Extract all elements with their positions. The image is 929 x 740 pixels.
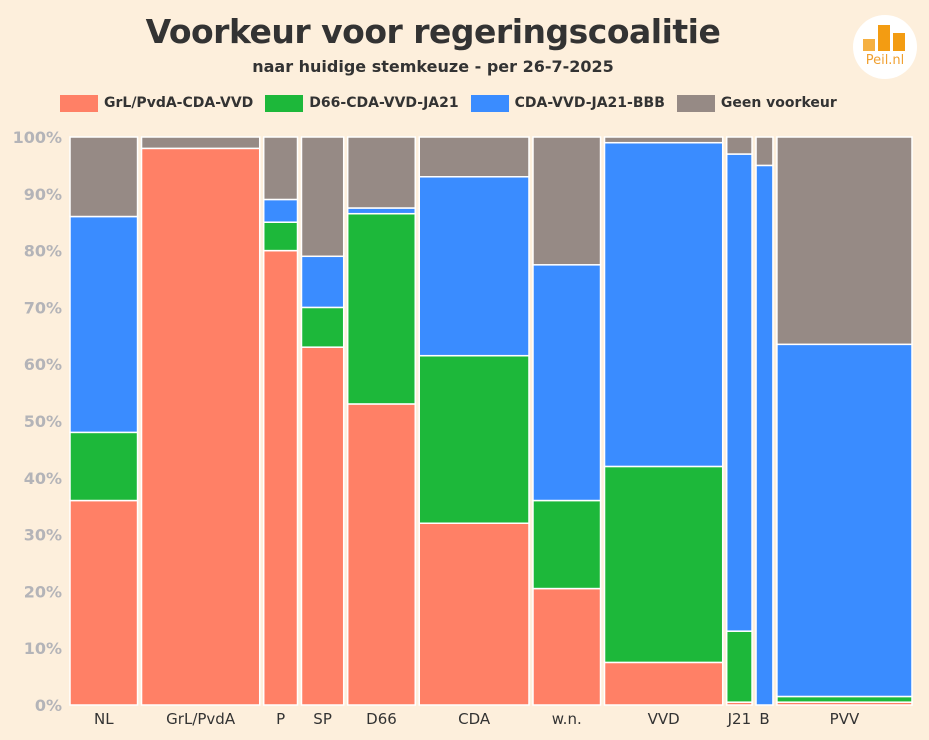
x-tick-label: J21 — [727, 710, 752, 728]
x-tick-label: B — [759, 710, 769, 728]
bar-column — [755, 136, 774, 706]
bar-segment[interactable] — [755, 164, 774, 706]
bar-segment[interactable] — [300, 306, 345, 348]
bar-column — [725, 136, 753, 706]
bar-segment[interactable] — [532, 499, 602, 590]
bar-segment[interactable] — [262, 221, 299, 252]
bar-column — [603, 136, 724, 706]
bar-column — [140, 136, 261, 706]
bar-segment[interactable] — [603, 136, 724, 144]
legend-label: D66-CDA-VVD-JA21 — [309, 95, 459, 111]
chart-title: Voorkeur voor regeringscoalitie — [145, 12, 721, 51]
bar-segment[interactable] — [532, 264, 602, 502]
legend-label: GrL/PvdA-CDA-VVD — [104, 95, 254, 111]
bar-segment[interactable] — [262, 249, 299, 706]
bar-segment[interactable] — [418, 354, 530, 524]
x-tick-label: P — [276, 710, 285, 728]
legend: GrL/PvdA-CDA-VVD D66-CDA-VVD-JA21 CDA-VV… — [60, 93, 837, 113]
bar-segment[interactable] — [776, 695, 913, 703]
bar-segment[interactable] — [140, 136, 261, 150]
bar-segment[interactable] — [603, 661, 724, 706]
legend-item[interactable]: GrL/PvdA-CDA-VVD — [60, 94, 254, 112]
bar-segment[interactable] — [603, 465, 724, 664]
bar-segment[interactable] — [69, 215, 139, 434]
bar-segment[interactable] — [776, 343, 913, 698]
y-tick-label: 50% — [24, 412, 62, 431]
bar-segment[interactable] — [755, 136, 774, 167]
bar-segment[interactable] — [300, 136, 345, 258]
bar-segment[interactable] — [69, 499, 139, 706]
y-tick-label: 40% — [24, 469, 62, 488]
y-tick-label: 70% — [24, 298, 62, 317]
y-tick-label: 90% — [24, 185, 62, 204]
bar-column — [300, 136, 345, 706]
legend-swatch — [60, 94, 98, 112]
bar-column — [346, 136, 416, 706]
x-tick-label: D66 — [366, 710, 397, 728]
bar-segment[interactable] — [346, 207, 416, 215]
y-tick-label: 60% — [24, 355, 62, 374]
bar-column — [532, 136, 602, 706]
bar-segment[interactable] — [418, 176, 530, 357]
bar-column — [418, 136, 530, 706]
x-tick-label: NL — [94, 710, 114, 728]
bar-segment[interactable] — [346, 136, 416, 209]
x-tick-label: GrL/PvdA — [166, 710, 236, 728]
chart-subtitle: naar huidige stemkeuze - per 26-7-2025 — [252, 57, 614, 76]
y-tick-label: 100% — [13, 128, 62, 147]
bar-column — [776, 136, 913, 706]
legend-item[interactable]: CDA-VVD-JA21-BBB — [470, 94, 665, 112]
bar-segment[interactable] — [776, 136, 913, 346]
bar-segment[interactable] — [603, 141, 724, 468]
bar-segment[interactable] — [725, 630, 753, 703]
x-tick-label: PVV — [830, 710, 860, 728]
bar-segment[interactable] — [262, 136, 299, 201]
logo-text: Peil.nl — [865, 53, 905, 68]
bar-segment[interactable] — [532, 136, 602, 266]
bar-column — [69, 136, 139, 706]
bar-segment[interactable] — [300, 255, 345, 309]
x-tick-label: w.n. — [552, 710, 582, 728]
y-tick-label: 20% — [24, 582, 62, 601]
y-tick-label: 80% — [24, 242, 62, 261]
legend-swatch — [470, 94, 509, 112]
bar-segment[interactable] — [69, 136, 139, 218]
bar-segment[interactable] — [346, 212, 416, 405]
bar-segment[interactable] — [418, 136, 530, 178]
y-tick-label: 0% — [35, 696, 62, 715]
bar-segment[interactable] — [140, 147, 261, 706]
legend-label: CDA-VVD-JA21-BBB — [514, 95, 665, 111]
bar-segment[interactable] — [262, 198, 299, 223]
bar-segment[interactable] — [300, 346, 345, 706]
bar-segment[interactable] — [69, 431, 139, 502]
legend-item[interactable]: Geen voorkeur — [676, 94, 837, 112]
x-tick-label: CDA — [458, 710, 491, 728]
legend-swatch — [676, 94, 715, 112]
legend-swatch — [265, 94, 304, 112]
peil-logo: Peil.nl — [853, 15, 917, 79]
bar-segment[interactable] — [725, 153, 753, 632]
y-tick-label: 30% — [24, 526, 62, 545]
x-tick-label: SP — [313, 710, 332, 728]
y-tick-label: 10% — [24, 639, 62, 658]
bar-segment[interactable] — [418, 522, 530, 706]
legend-item[interactable]: D66-CDA-VVD-JA21 — [265, 94, 459, 112]
bar-segment[interactable] — [532, 587, 602, 706]
bar-column — [262, 136, 299, 706]
bar-segment[interactable] — [725, 136, 753, 155]
bar-segment[interactable] — [346, 403, 416, 706]
x-tick-label: VVD — [648, 710, 680, 728]
legend-label: Geen voorkeur — [720, 95, 837, 111]
bar-chart-icon — [863, 25, 907, 51]
